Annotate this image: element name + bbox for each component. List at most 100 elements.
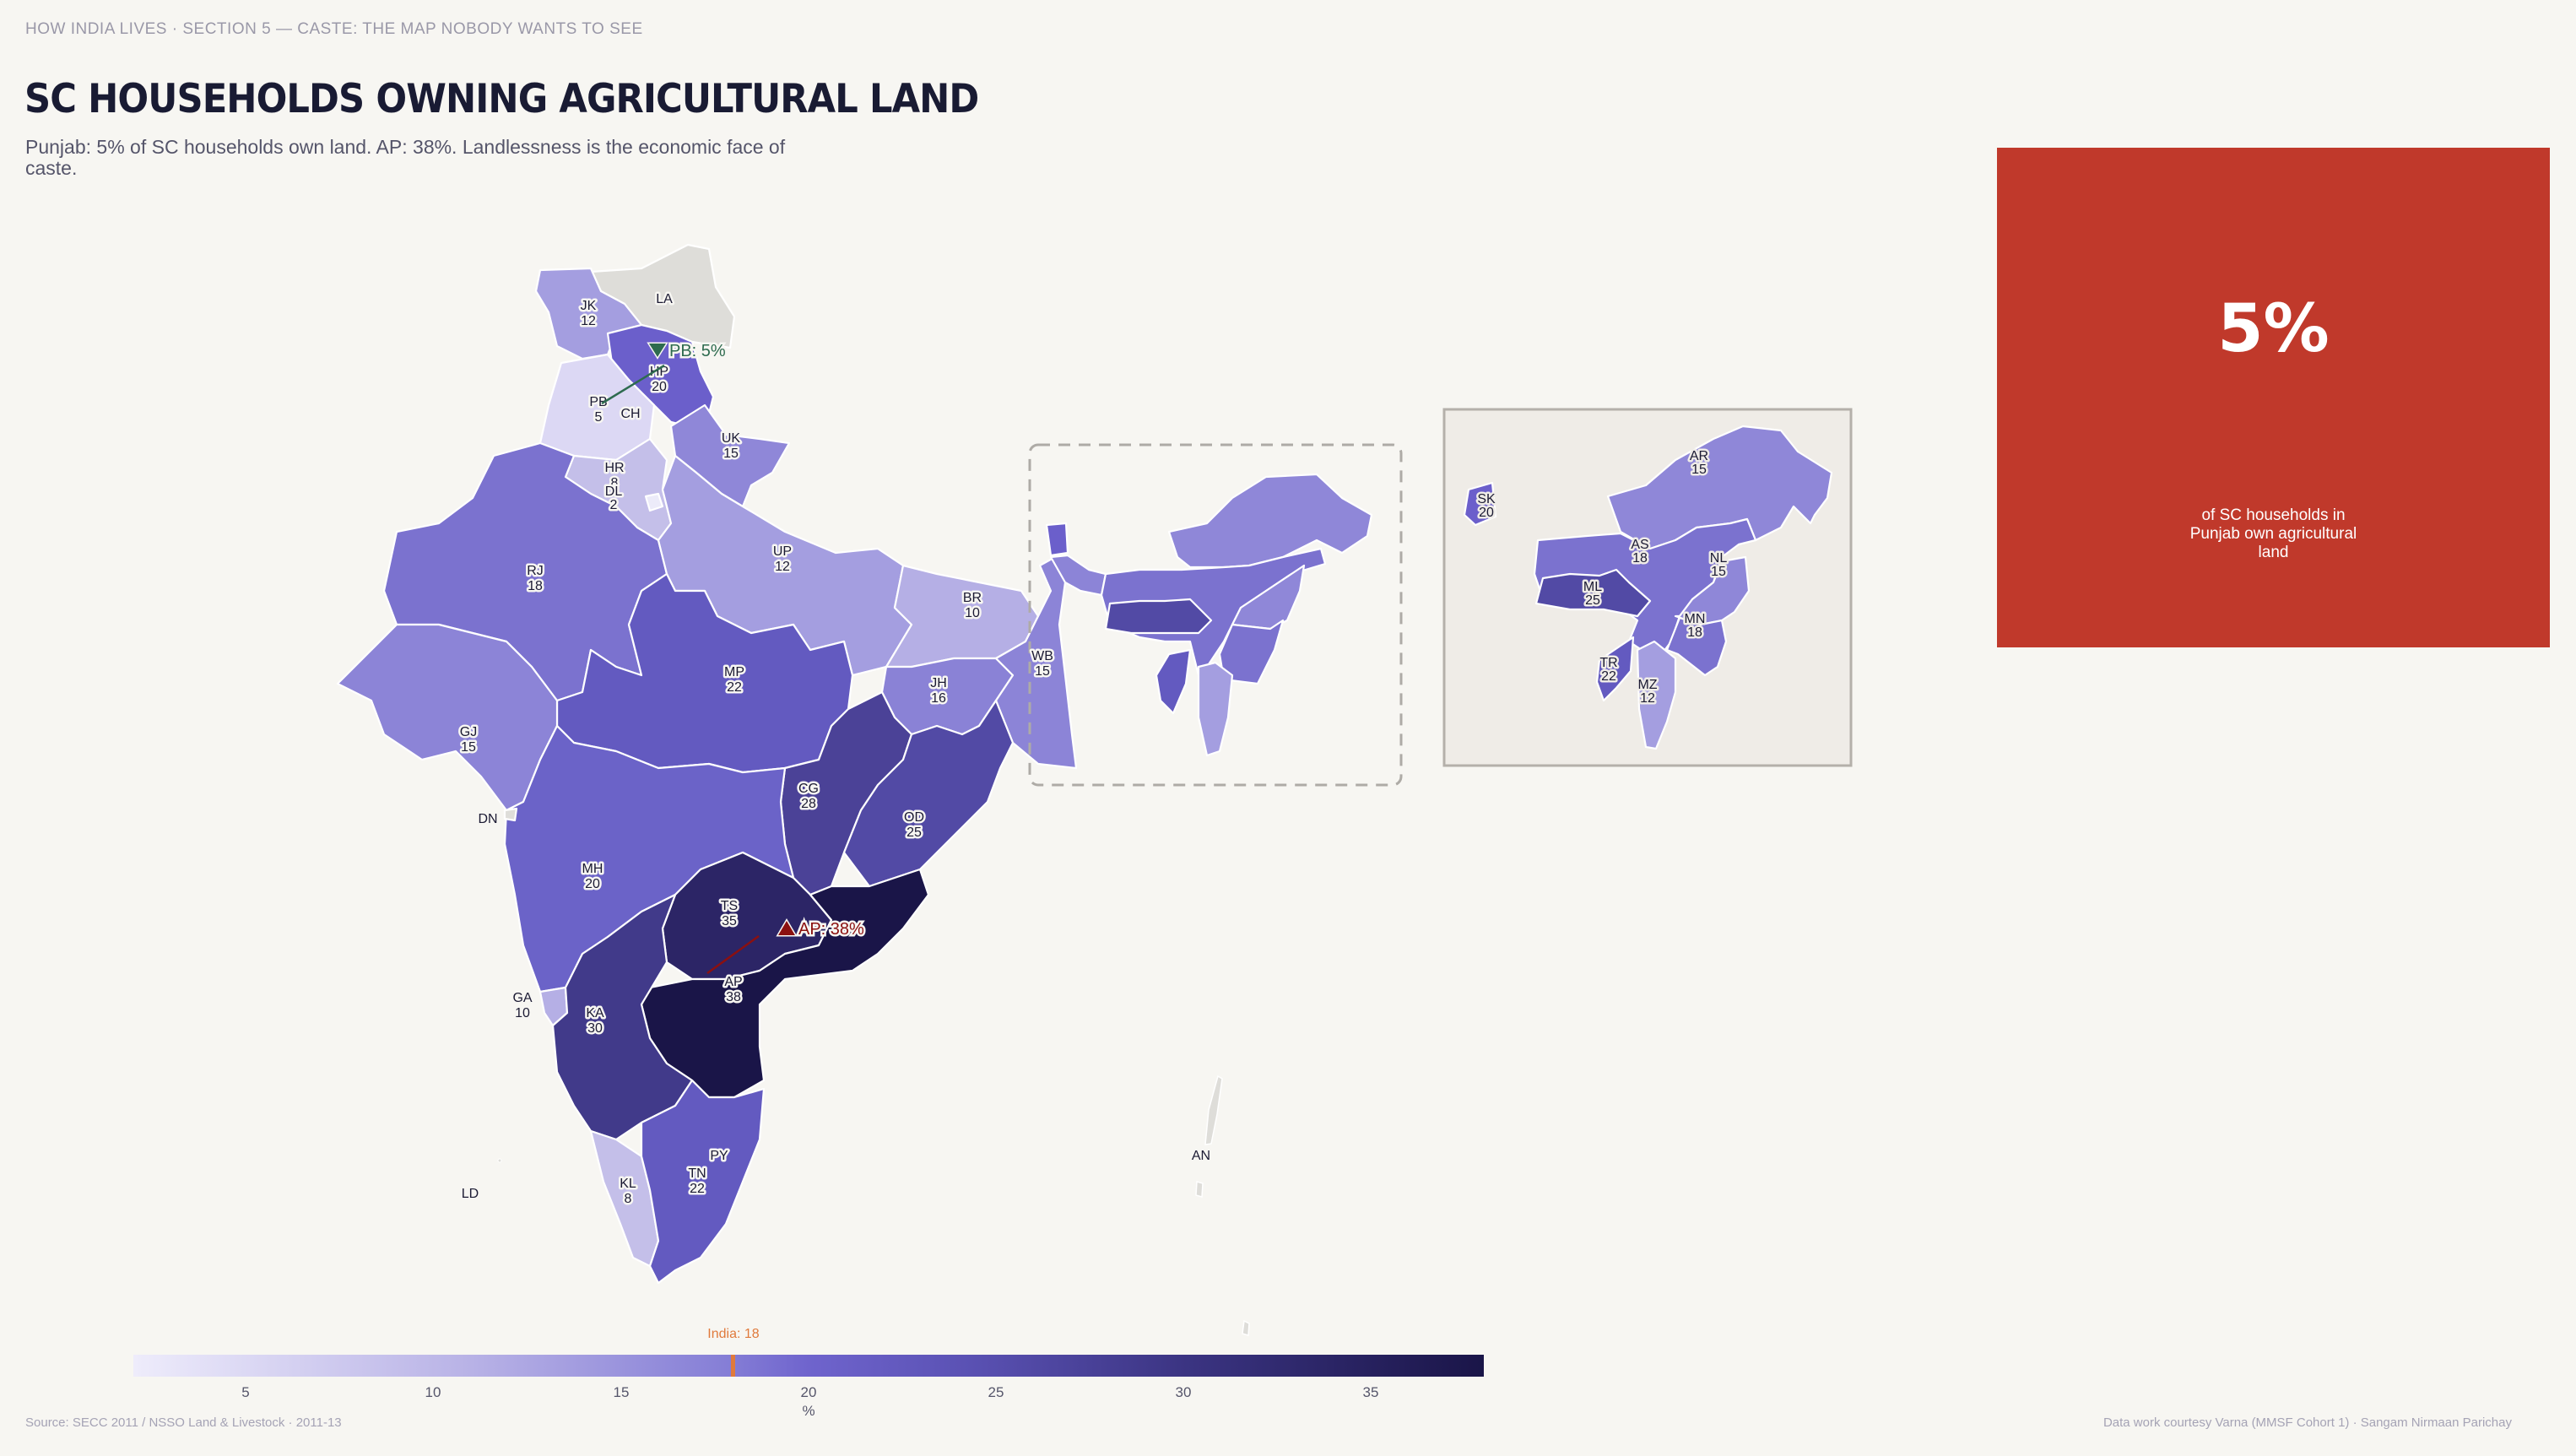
region-MZ-main[interactable]: [1197, 661, 1234, 757]
region-NL-main[interactable]: [1231, 564, 1306, 631]
svg-text:AP: AP: [724, 975, 742, 989]
svg-text:35: 35: [722, 914, 737, 928]
triangle-down-icon: [647, 342, 668, 360]
legend-tick: 5: [241, 1384, 250, 1400]
annotation-ap-max: AP: 38%: [706, 918, 867, 975]
svg-text:15: 15: [1711, 565, 1726, 579]
svg-text:10: 10: [515, 1006, 530, 1020]
svg-text:UK: UK: [722, 431, 741, 446]
region-DL[interactable]: [644, 492, 664, 512]
svg-text:DL: DL: [605, 484, 623, 499]
svg-text:8: 8: [625, 1192, 632, 1206]
svg-text:DN: DN: [478, 812, 497, 826]
credit-footer: Data work courtesy Varna (MMSF Cohort 1)…: [2102, 1415, 2512, 1430]
inset-region-SK[interactable]: [1463, 481, 1497, 527]
source-footer: Source: SECC 2011 / NSSO Land & Livestoc…: [25, 1415, 342, 1430]
svg-text:10: 10: [965, 606, 980, 620]
region-ML-main[interactable]: [1104, 598, 1213, 635]
inset-region-NL[interactable]: [1674, 555, 1751, 626]
legend-tick: 30: [1175, 1384, 1192, 1400]
svg-text:LA: LA: [656, 292, 673, 306]
page-subtitle: Punjab: 5% of SC households own land. AP…: [25, 136, 786, 179]
svg-text:30: 30: [587, 1021, 603, 1036]
svg-text:HP: HP: [650, 365, 668, 379]
svg-text:15: 15: [1691, 463, 1707, 477]
svg-text:22: 22: [1601, 669, 1616, 684]
region-KA[interactable]: [551, 893, 694, 1141]
svg-text:18: 18: [1687, 625, 1702, 640]
region-TN[interactable]: [640, 1079, 766, 1285]
svg-text:18: 18: [528, 579, 543, 593]
main-map: [336, 243, 1373, 1336]
svg-text:MH: MH: [582, 862, 603, 876]
svg-text:AS: AS: [1631, 538, 1648, 552]
section-kicker: HOW INDIA LIVES · SECTION 5 — CASTE: THE…: [25, 20, 643, 38]
svg-text:12: 12: [1640, 691, 1655, 706]
svg-text:20: 20: [585, 877, 600, 891]
legend-tick: 35: [1362, 1384, 1379, 1400]
region-DN[interactable]: [503, 807, 518, 822]
svg-text:38: 38: [726, 990, 741, 1004]
legend-tick: 25: [988, 1384, 1004, 1400]
svg-text:AN: AN: [1192, 1149, 1210, 1163]
northeast-zoom-outline: [1028, 443, 1403, 787]
region-MN-main[interactable]: [1218, 619, 1285, 685]
svg-text:AR: AR: [1690, 449, 1708, 463]
india-average-label: India: 18: [707, 1327, 760, 1341]
svg-text:28: 28: [801, 797, 816, 811]
svg-text:RJ: RJ: [527, 564, 544, 578]
inset-region-TR[interactable]: [1595, 636, 1635, 702]
svg-text:BR: BR: [963, 591, 982, 605]
svg-text:5: 5: [595, 410, 603, 425]
stat-card-value: 5%: [2217, 291, 2330, 367]
annotation-ap-label: AP: 38%: [798, 920, 864, 939]
region-LD[interactable]: [497, 1158, 502, 1163]
svg-text:25: 25: [1585, 593, 1600, 608]
stat-card: 5% of SC households in Punjab own agricu…: [1997, 148, 2550, 647]
legend-tick: 10: [425, 1384, 441, 1400]
stat-card-description: of SC households in Punjab own agricultu…: [2189, 506, 2357, 561]
inset-region-MN[interactable]: [1665, 616, 1728, 677]
svg-text:12: 12: [775, 560, 790, 574]
svg-text:KL: KL: [620, 1177, 636, 1191]
annotation-pb-min: PB: 5%: [601, 340, 728, 405]
legend-tick: 20: [800, 1384, 817, 1400]
region-SK-main[interactable]: [1045, 522, 1069, 557]
svg-text:LD: LD: [462, 1187, 479, 1201]
svg-text:CH: CH: [620, 407, 640, 421]
svg-text:PY: PY: [710, 1149, 728, 1163]
legend-tick: 15: [613, 1384, 630, 1400]
svg-text:TR: TR: [1599, 656, 1617, 670]
svg-text:WB: WB: [1031, 649, 1053, 663]
annotation-pb-label: PB: 5%: [669, 342, 726, 360]
svg-text:JH: JH: [930, 676, 947, 690]
svg-text:TN: TN: [688, 1166, 706, 1181]
svg-text:MZ: MZ: [1637, 678, 1657, 692]
india-average-marker: [731, 1355, 735, 1377]
region-OD[interactable]: [842, 699, 1015, 888]
svg-text:GJ: GJ: [460, 725, 477, 739]
svg-text:20: 20: [1479, 506, 1494, 520]
svg-text:UP: UP: [773, 544, 792, 559]
svg-text:MN: MN: [1685, 612, 1706, 626]
region-AN[interactable]: [1195, 1074, 1250, 1336]
svg-text:TS: TS: [721, 899, 738, 913]
inset-region-MZ[interactable]: [1636, 640, 1677, 750]
region-WB[interactable]: [994, 555, 1078, 770]
svg-text:22: 22: [690, 1182, 705, 1196]
page-title: SC HOUSEHOLDS OWNING AGRICULTURAL LAND: [24, 76, 979, 122]
svg-text:PB: PB: [589, 395, 607, 409]
svg-text:ML: ML: [1583, 580, 1602, 594]
svg-text:SK: SK: [1477, 492, 1496, 506]
svg-text:15: 15: [1035, 664, 1050, 679]
inset-region-ML[interactable]: [1534, 568, 1652, 618]
legend-color-bar: [133, 1355, 1484, 1377]
svg-text:12: 12: [581, 314, 596, 328]
svg-text:22: 22: [727, 680, 742, 695]
svg-text:GA: GA: [512, 991, 532, 1005]
region-AR-main[interactable]: [1167, 473, 1373, 569]
svg-text:8: 8: [611, 476, 619, 490]
region-TR-main[interactable]: [1155, 648, 1192, 715]
